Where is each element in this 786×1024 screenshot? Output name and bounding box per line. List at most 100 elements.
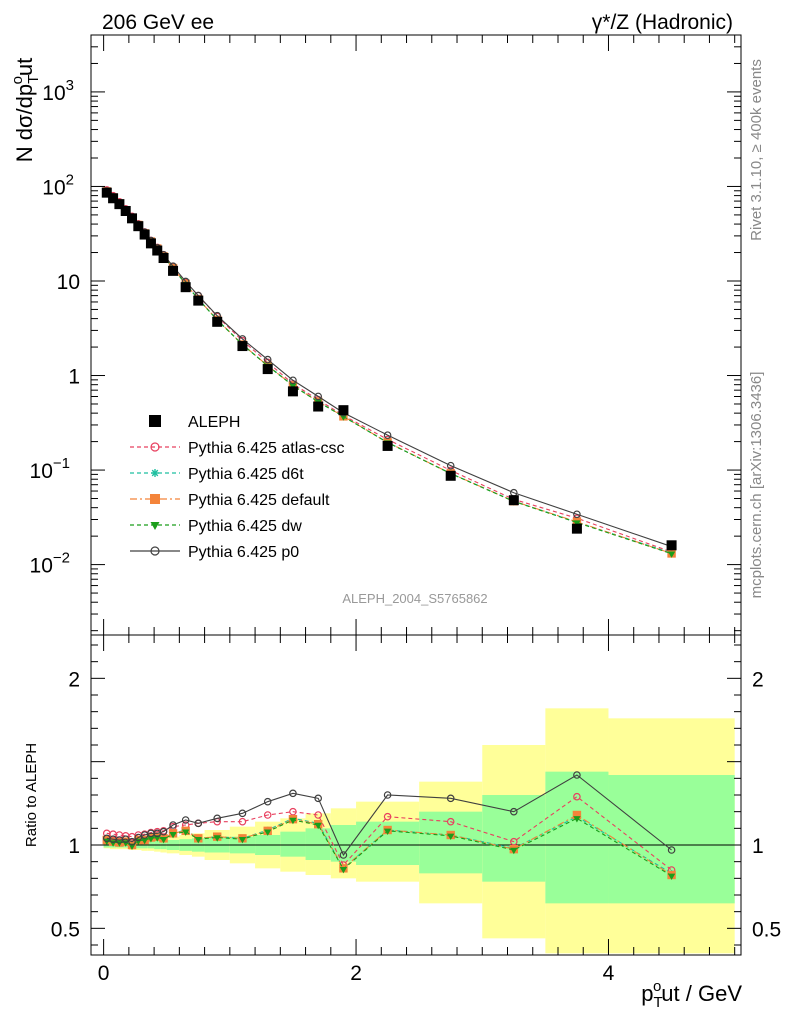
ratio-point-3 (238, 836, 247, 844)
ratio-uncertainty-bands (103, 708, 735, 954)
ratio-point-3 (194, 836, 202, 844)
ratio-y-tick-label-right: 1 (752, 835, 764, 858)
ratio-point-3 (383, 828, 392, 836)
main-y-axis-label: N dσ/dpTout (9, 58, 42, 163)
ratio-point-3 (510, 847, 518, 855)
main-point-4 (446, 461, 455, 470)
rivet-label: Rivet 3.1.10, ≥ 400k events (748, 59, 765, 241)
data-point (212, 316, 223, 327)
data-point (262, 364, 273, 375)
ratio-point-3 (339, 866, 348, 874)
legend-label: Pythia 6.425 default (188, 492, 330, 509)
ratio-point-0 (573, 792, 581, 801)
legend-marker (150, 546, 160, 556)
header-left: 206 GeV ee (102, 11, 214, 34)
x-tick-label: 4 (603, 962, 615, 985)
ratio-point-4 (263, 797, 272, 806)
ratio-point-4 (194, 819, 203, 828)
analysis-id: ALEPH_2004_S5765862 (342, 591, 487, 606)
ratio-point-3 (314, 822, 322, 830)
legend-entry: Pythia 6.425 atlas-csc (130, 440, 345, 457)
ratio-point-3 (667, 873, 676, 881)
main-y-tick-label: 1 (68, 366, 80, 389)
ratio-point-4 (128, 837, 136, 846)
ratio-y-axis-label: Ratio to ALEPH (23, 743, 40, 847)
main-y-tick-label: 10−2 (30, 550, 70, 578)
ratio-line-0 (106, 795, 672, 871)
green-band (419, 811, 483, 874)
data-point (101, 187, 112, 198)
main-point-4 (383, 431, 392, 439)
main-y-tick-label: 10−1 (30, 455, 70, 483)
ratio-point-4 (134, 833, 143, 842)
ratio-point-4 (667, 846, 676, 854)
legend-label: ALEPH (188, 414, 240, 431)
data-point (313, 401, 324, 412)
legend-marker (150, 494, 160, 504)
legend: ALEPH Pythia 6.425 atlas-csc Pythia 6.425 … (130, 414, 345, 561)
ratio-point-0 (263, 811, 272, 819)
data-point (168, 265, 179, 276)
legend-entry: Pythia 6.425 dw (130, 518, 302, 535)
legend-label: Pythia 6.425 d6t (188, 466, 304, 483)
data-point (237, 341, 248, 352)
ratio-point-3 (128, 843, 136, 851)
ratio-y-tick-label-left: 1 (68, 835, 80, 858)
ratio-panel (91, 771, 741, 881)
green-band (545, 771, 609, 904)
data-point (338, 405, 349, 416)
legend-entry: ALEPH (149, 414, 240, 431)
ratio-point-0 (510, 837, 518, 846)
ratio-point-4 (289, 789, 297, 798)
ratio-y-tick-label-left: 2 (68, 668, 80, 691)
ratio-point-4 (446, 794, 455, 803)
ratio-point-3 (289, 817, 297, 825)
data-point (152, 245, 163, 256)
data-point (193, 295, 204, 306)
data-point (114, 199, 125, 210)
x-tick-label: 0 (98, 962, 110, 985)
ratio-point-0 (238, 817, 247, 826)
main-point-4 (263, 355, 272, 364)
ratio-point-0 (289, 807, 297, 816)
main-panel (101, 186, 677, 558)
data-point (133, 221, 144, 232)
data-point (508, 495, 519, 506)
mcplots-label: mcplots.cern.ch [arXiv:1306.3436] (748, 372, 765, 599)
ratio-y-tick-label-right: 2 (752, 668, 764, 691)
x-tick-label: 2 (350, 962, 362, 985)
ratio-point-4 (181, 816, 190, 824)
ratio-point-3 (213, 835, 221, 842)
data-point (145, 238, 156, 249)
data-point (120, 205, 131, 216)
ratio-point-4 (510, 807, 518, 816)
ratio-line-3 (106, 817, 672, 877)
data-point (180, 282, 191, 293)
ratio-point-3 (263, 829, 272, 836)
green-band (608, 775, 735, 904)
ratio-point-4 (169, 821, 177, 829)
main-point-3 (667, 551, 676, 558)
main-point-4 (289, 376, 297, 385)
green-band (305, 828, 331, 860)
ratio-point-3 (447, 833, 455, 841)
main-point-3 (573, 520, 581, 527)
ratio-y-tick-label-right: 0.5 (752, 918, 781, 941)
axes: 10−2 10−1 1 10 102 103 0.5 0.5 1 1 2 2 0 2 4 (30, 34, 781, 985)
ratio-y-tick-label-left: 0.5 (51, 918, 80, 941)
ratio-point-4 (213, 814, 222, 823)
header-right: γ*/Z (Hadronic) (592, 11, 733, 34)
data-point (445, 470, 456, 481)
data-point (108, 193, 119, 204)
legend-marker (149, 415, 161, 427)
main-point-4 (314, 392, 322, 401)
legend-marker (151, 469, 159, 477)
ratio-point-3 (159, 836, 168, 844)
data-point (382, 440, 393, 451)
ratio-point-4 (339, 851, 348, 859)
legend-label: Pythia 6.425 atlas-csc (188, 440, 345, 457)
ratio-point-3 (153, 835, 161, 842)
data-point (158, 253, 169, 264)
ratio-point-4 (383, 791, 392, 799)
